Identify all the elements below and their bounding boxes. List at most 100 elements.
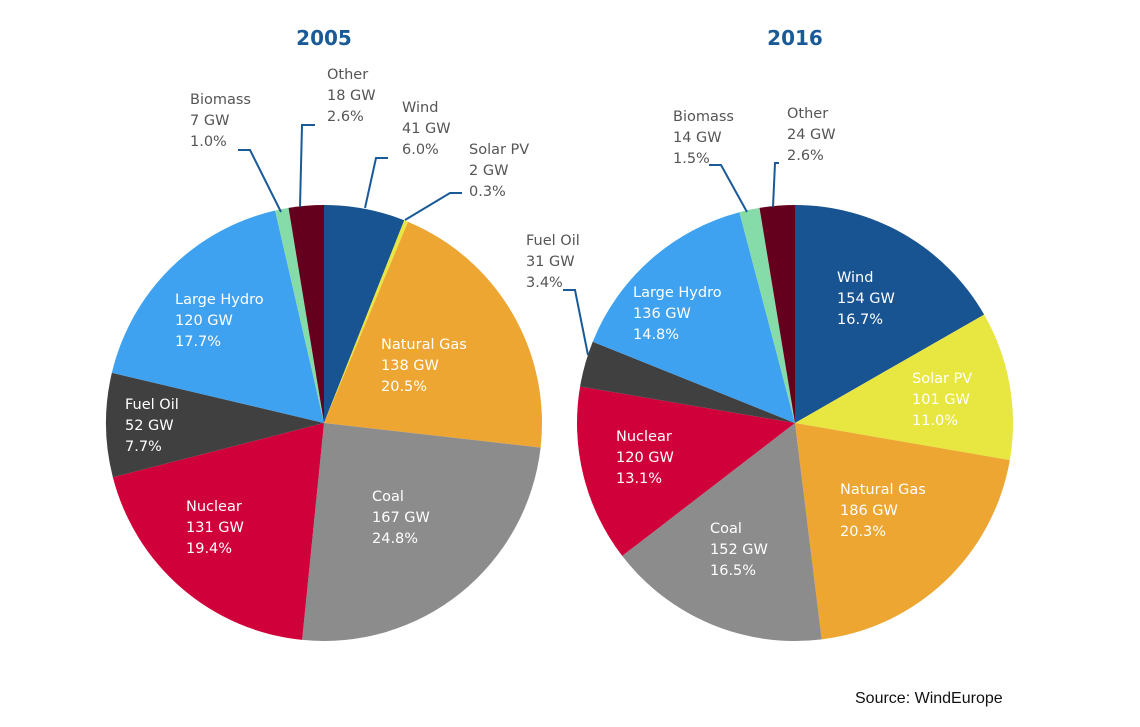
leader-line (772, 162, 779, 208)
slice-label-value: 131 GW (186, 520, 244, 536)
slice-label-percent: 20.3% (840, 524, 887, 540)
slice-label-name: Nuclear (616, 429, 672, 445)
slice-label-value: 18 GW (327, 88, 376, 104)
source-note: Source: WindEurope (855, 690, 1003, 707)
slice-label-value: 14 GW (673, 130, 722, 146)
slice-label: Wind 154 GW 16.7% (837, 268, 895, 331)
slice-label: Fuel Oil 31 GW 3.4% (526, 231, 580, 294)
pie-slice-2016-wind (795, 205, 985, 423)
slice-label-percent: 1.0% (190, 134, 227, 150)
slice-label-name: Solar PV (469, 142, 530, 158)
slice-label-percent: 17.7% (175, 334, 222, 350)
slice-label-name: Other (787, 106, 829, 122)
pie-slice-2016-coal (622, 423, 822, 641)
slice-label-name: Wind (402, 100, 439, 116)
slice-label-percent: 7.7% (125, 439, 162, 455)
pie-slice-2005-fuel-oil (106, 372, 324, 478)
slice-label: Large Hydro 120 GW 17.7% (175, 290, 264, 353)
slice-label-name: Nuclear (186, 499, 242, 515)
pie-slice-2005-nuclear (112, 423, 324, 640)
leader-line (404, 192, 462, 221)
leader-line (709, 164, 748, 213)
slice-label-name: Fuel Oil (526, 233, 580, 249)
pie-slice-2016-natural-gas (795, 423, 1010, 640)
slice-label: Other 24 GW 2.6% (787, 104, 836, 167)
slice-label-value: 31 GW (526, 254, 575, 270)
slice-label-value: 2 GW (469, 163, 509, 179)
pie-slice-2005-biomass (275, 207, 324, 423)
slice-label-name: Coal (710, 521, 742, 537)
slice-label-value: 101 GW (912, 392, 970, 408)
slice-label: Coal 167 GW 24.8% (372, 487, 430, 550)
slice-label-percent: 19.4% (186, 541, 233, 557)
slice-label-value: 152 GW (710, 542, 768, 558)
pie-title-2005: 2005 (296, 26, 352, 50)
slice-label-value: 120 GW (175, 313, 233, 329)
pie-slice-2005-large-hydro (111, 210, 324, 423)
slice-label-value: 120 GW (616, 450, 674, 466)
slice-label-name: Coal (372, 489, 404, 505)
pie-slice-2005-solar-pv (324, 220, 409, 423)
slice-label: Nuclear 120 GW 13.1% (616, 427, 674, 490)
slice-label: Biomass 14 GW 1.5% (673, 107, 734, 170)
pie-slice-2016-nuclear (576, 386, 795, 556)
pie-slice-2005-other (288, 205, 324, 423)
slice-label-value: 154 GW (837, 291, 895, 307)
slice-label: Fuel Oil 52 GW 7.7% (125, 395, 179, 458)
slice-label-percent: 3.4% (526, 275, 563, 291)
slice-label: Nuclear 131 GW 19.4% (186, 497, 244, 560)
slice-label-value: 167 GW (372, 510, 430, 526)
slice-label-percent: 24.8% (372, 531, 419, 547)
pie-title-2016: 2016 (767, 26, 823, 50)
slice-label-percent: 20.5% (381, 379, 428, 395)
slice-label: Natural Gas 138 GW 20.5% (381, 335, 467, 398)
slice-label: Large Hydro 136 GW 14.8% (633, 283, 722, 346)
slice-label: Other 18 GW 2.6% (327, 65, 376, 128)
slice-label-name: Natural Gas (840, 482, 926, 498)
pie-slice-2005-natural-gas (324, 221, 542, 448)
leader-line (238, 149, 282, 213)
slice-label-value: 52 GW (125, 418, 174, 434)
pie-slice-2016-biomass (739, 207, 795, 423)
leader-line (364, 157, 388, 209)
slice-label-percent: 0.3% (469, 184, 506, 200)
slice-label-name: Other (327, 67, 369, 83)
slice-label-value: 136 GW (633, 306, 691, 322)
slice-label-name: Fuel Oil (125, 397, 179, 413)
slice-label-value: 24 GW (787, 127, 836, 143)
slice-label-percent: 11.0% (912, 413, 959, 429)
leader-line (299, 124, 315, 208)
slice-label-percent: 14.8% (633, 327, 680, 343)
pie-slice-2016-fuel-oil (580, 341, 795, 423)
slice-label-name: Biomass (190, 92, 251, 108)
leader-line (563, 289, 589, 356)
slice-label: Wind 41 GW 6.0% (402, 98, 451, 161)
pie-slice-2005-coal (302, 423, 541, 641)
slice-label-percent: 13.1% (616, 471, 663, 487)
pie-slice-2016-solar-pv (795, 314, 1014, 461)
pie-slice-2016-other (759, 205, 795, 423)
slice-label-value: 138 GW (381, 358, 439, 374)
slice-label-name: Large Hydro (633, 285, 722, 301)
pie-slice-2016-large-hydro (592, 212, 795, 423)
slice-label-value: 41 GW (402, 121, 451, 137)
slice-label-percent: 16.5% (710, 563, 757, 579)
slice-label-name: Solar PV (912, 371, 973, 387)
slice-label: Biomass 7 GW 1.0% (190, 90, 251, 153)
slice-label-percent: 6.0% (402, 142, 439, 158)
slice-label-name: Wind (837, 270, 874, 286)
slice-label: Coal 152 GW 16.5% (710, 519, 768, 582)
slice-label-name: Biomass (673, 109, 734, 125)
slice-label: Natural Gas 186 GW 20.3% (840, 480, 926, 543)
slice-label: Solar PV 2 GW 0.3% (469, 140, 529, 203)
slice-label-percent: 16.7% (837, 312, 884, 328)
slice-label-name: Large Hydro (175, 292, 264, 308)
slice-label-name: Natural Gas (381, 337, 467, 353)
pie-slice-2005-wind (324, 205, 405, 423)
slice-label-value: 186 GW (840, 503, 898, 519)
slice-label: Solar PV 101 GW 11.0% (912, 369, 972, 432)
slice-label-percent: 2.6% (327, 109, 364, 125)
slice-label-percent: 1.5% (673, 151, 710, 167)
